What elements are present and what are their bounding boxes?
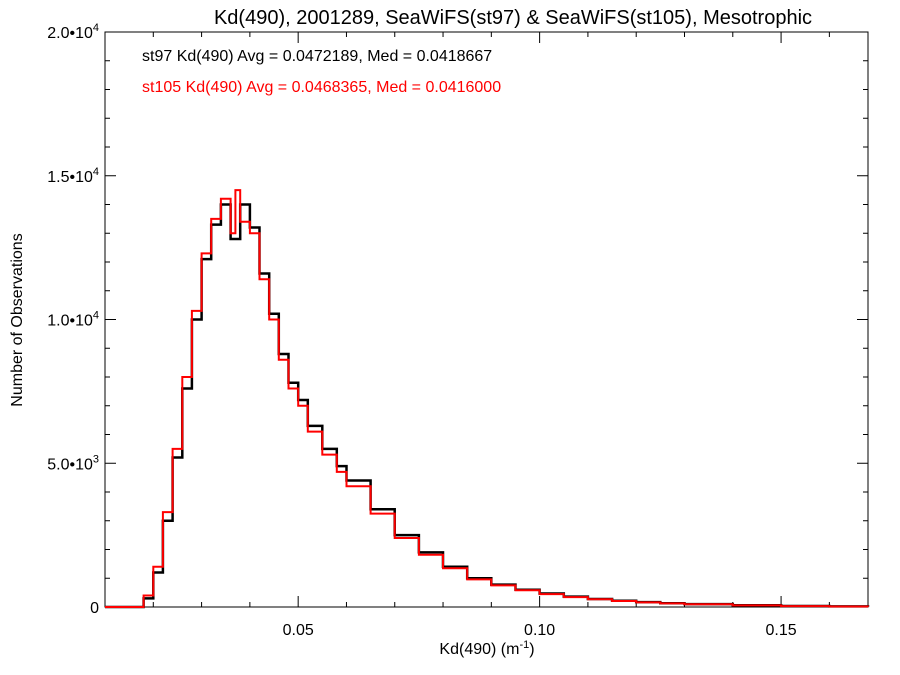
st105-statistics-label: st105 Kd(490) Avg = 0.0468365, Med = 0.0…	[142, 79, 501, 96]
y-axis-label: Number of Observations	[9, 233, 26, 406]
y-tick-label-base: 2.0•10	[47, 25, 93, 42]
y-tick-label: 2.0•104	[47, 22, 99, 42]
y-tick-label-base: 5.0•10	[47, 456, 93, 473]
axis-tick-labels: 0.05 0.10 0.1505.0•1031.0•1041.5•1042.0•10…	[47, 22, 797, 639]
x-axis-label: Kd(490) (m-1)	[439, 639, 534, 658]
series-st105-histogram	[105, 189, 869, 608]
series-st97-histogram	[105, 203, 870, 609]
histogram-series	[105, 189, 870, 609]
y-tick-label: 1.0•104	[47, 310, 99, 330]
y-tick-label: 0	[90, 600, 99, 617]
y-tick-label-base: 1.5•10	[47, 169, 93, 186]
chart-title: Kd(490), 2001289, SeaWiFS(st97) & SeaWiF…	[214, 7, 812, 29]
axis-ticks	[105, 31, 868, 608]
st97-statistics-label: st97 Kd(490) Avg = 0.0472189, Med = 0.04…	[142, 48, 492, 65]
x-axis-label-text: Kd(490) (m	[439, 641, 519, 658]
x-axis-label-superscript: -1	[519, 639, 529, 651]
y-tick-label-exponent: 4	[93, 310, 99, 322]
statistics-annotations: st97 Kd(490) Avg = 0.0472189, Med = 0.04…	[142, 48, 501, 96]
x-axis-label-suffix: )	[529, 641, 534, 658]
x-tick-label: 0.15	[766, 622, 797, 639]
y-tick-label-exponent: 3	[93, 453, 99, 465]
y-tick-label: 1.5•104	[47, 166, 99, 186]
plot-frame	[104, 31, 869, 608]
y-tick-label-exponent: 4	[93, 166, 99, 178]
y-tick-label: 5.0•103	[47, 453, 99, 473]
y-tick-label-exponent: 4	[93, 22, 99, 34]
y-tick-label-base: 1.0•10	[47, 313, 93, 330]
x-tick-label: 0.05	[283, 622, 314, 639]
y-tick-label-base: 0	[90, 600, 99, 617]
x-tick-label: 0.10	[524, 622, 555, 639]
